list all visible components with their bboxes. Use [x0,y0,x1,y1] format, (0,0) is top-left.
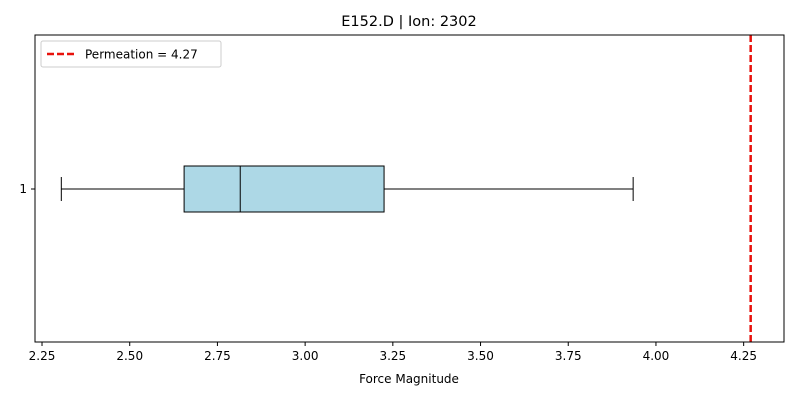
x-tick-label: 2.75 [204,349,231,363]
legend-entry-permeation: Permeation = 4.27 [85,48,198,62]
x-tick-label: 3.25 [379,349,406,363]
x-tick-label: 4.25 [730,349,757,363]
x-tick-label: 4.00 [643,349,670,363]
x-axis-label: Force Magnitude [359,372,459,386]
chart-title: E152.D | Ion: 2302 [341,14,476,30]
plot-area [60,35,752,342]
x-tick-label: 3.00 [292,349,319,363]
x-tick-label: 2.25 [29,349,56,363]
box-series-1 [60,165,634,213]
y-tick-label: 1 [19,182,27,196]
plot-frame [34,34,785,343]
x-tick-label: 2.50 [116,349,143,363]
iqr-box [183,165,385,213]
legend: Permeation = 4.27 [40,40,222,68]
x-tick-label: 3.75 [555,349,582,363]
legend-frame [40,40,222,68]
axis-ticks: 2.25 2.50 2.75 3.00 3.25 3.50 3.75 4.00 4.25 1 [19,182,757,363]
x-tick-label: 3.50 [467,349,494,363]
